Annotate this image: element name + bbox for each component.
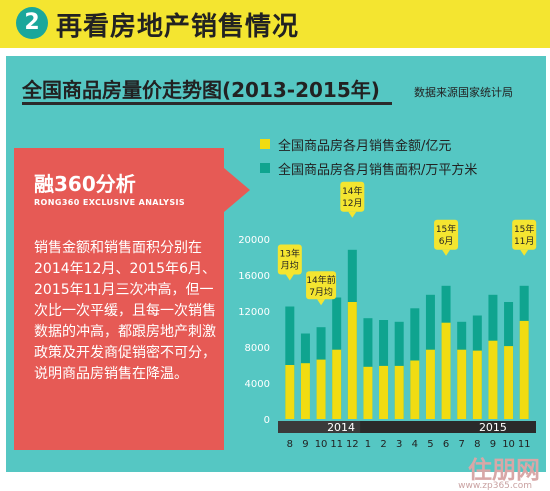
y-tick-label: 12000 <box>238 307 270 318</box>
bar-amount <box>488 340 498 419</box>
bar-amount <box>504 346 514 419</box>
bar-amount <box>332 349 342 419</box>
chart-panel: 全国商品房量价走势图(2013-2015年) 数据来源国家统计局 全国商品房各月… <box>6 56 546 472</box>
x-tick-label: 1 <box>365 439 371 450</box>
callout-pointer <box>348 211 357 218</box>
bar-amount <box>285 365 295 419</box>
data-source: 数据来源国家统计局 <box>414 86 513 99</box>
bar-amount <box>410 360 420 419</box>
legend-item-area: 全国商品房各月销售面积/万平方米 <box>260 156 477 180</box>
callout-label: 15年 <box>436 223 456 235</box>
callout-label: 6月 <box>439 236 454 247</box>
x-tick-label: 9 <box>490 439 496 450</box>
legend-label-amount: 全国商品房各月销售金额/亿元 <box>278 138 452 154</box>
x-tick-label: 8 <box>287 439 293 450</box>
callout-pointer <box>317 299 326 306</box>
bar-amount <box>441 322 451 419</box>
watermark-url: www.zp365.com <box>458 481 532 491</box>
callout-label: 13年 <box>280 248 300 260</box>
callout-bubble <box>512 219 537 250</box>
x-tick-label: 3 <box>396 439 402 450</box>
callout-label: 15年 <box>514 223 534 235</box>
callout-bubble <box>277 244 302 275</box>
x-tick-label: 7 <box>459 439 465 450</box>
bar-amount <box>519 320 529 419</box>
x-tick-label: 10 <box>315 439 328 450</box>
bar-amount <box>347 302 357 419</box>
bar-amount <box>394 365 404 419</box>
legend-label-area: 全国商品房各月销售面积/万平方米 <box>278 162 478 178</box>
section-header: 2 再看房地产销售情况 <box>0 0 550 48</box>
legend-swatch-area <box>260 163 270 173</box>
section-number-badge: 2 <box>16 7 48 39</box>
y-tick-label: 16000 <box>238 271 270 282</box>
year-label: 2014 <box>327 421 355 434</box>
year-label: 2015 <box>479 421 507 434</box>
analysis-title: 融360分析 <box>34 172 136 196</box>
callout-label: 12月 <box>342 198 362 209</box>
x-tick-label: 11 <box>330 439 343 450</box>
callout-label: 14年前 <box>306 274 335 286</box>
bar-amount <box>363 366 373 419</box>
x-tick-label: 9 <box>302 439 308 450</box>
analysis-card-pointer <box>224 168 250 212</box>
bar-amount <box>457 349 467 419</box>
callout-pointer <box>442 249 451 256</box>
callout-bubble <box>306 271 337 300</box>
callout-pointer <box>520 249 529 256</box>
callout-label: 14年 <box>342 185 362 197</box>
y-tick-label: 4000 <box>245 379 270 390</box>
callout-label: 7月均 <box>309 286 333 298</box>
section-title: 再看房地产销售情况 <box>56 12 300 42</box>
legend-item-amount: 全国商品房各月销售金额/亿元 <box>260 132 477 156</box>
x-tick-label: 2 <box>380 439 386 450</box>
y-tick-label: 20000 <box>238 235 270 246</box>
x-tick-label: 11 <box>518 439 531 450</box>
x-tick-label: 6 <box>443 439 449 450</box>
y-tick-label: 0 <box>264 415 270 426</box>
title-underline <box>22 102 392 105</box>
x-tick-label: 10 <box>502 439 515 450</box>
legend-swatch-amount <box>260 139 270 149</box>
chart-legend: 全国商品房各月销售金额/亿元 全国商品房各月销售面积/万平方米 <box>260 132 477 180</box>
x-tick-label: 4 <box>412 439 418 450</box>
x-tick-label: 8 <box>474 439 480 450</box>
callout-label: 月均 <box>281 260 299 272</box>
analysis-card: 融360分析 RONG360 EXCLUSIVE ANALYSIS 销售金额和销… <box>14 148 224 450</box>
bar-amount <box>379 365 389 419</box>
year-band-2015 <box>360 421 536 433</box>
analysis-body: 销售金额和销售面积分别在2014年12月、2015年6月、2015年11月三次冲… <box>34 240 216 382</box>
bar-amount <box>316 359 326 419</box>
bar-area <box>285 306 295 419</box>
callout-label: 11月 <box>514 236 534 247</box>
x-tick-label: 12 <box>346 439 359 450</box>
analysis-subtitle: RONG360 EXCLUSIVE ANALYSIS <box>34 198 186 207</box>
chart-title: 全国商品房量价走势图(2013-2015年) <box>22 78 380 102</box>
bar-amount <box>472 350 482 419</box>
callout-pointer <box>285 274 294 281</box>
bar-amount <box>425 349 435 419</box>
y-tick-label: 8000 <box>245 343 270 354</box>
x-tick-label: 5 <box>427 439 433 450</box>
watermark-logo: 住朋网 <box>468 456 540 484</box>
bar-amount <box>300 363 310 419</box>
callout-bubble <box>434 219 459 250</box>
callout-bubble <box>340 181 365 212</box>
